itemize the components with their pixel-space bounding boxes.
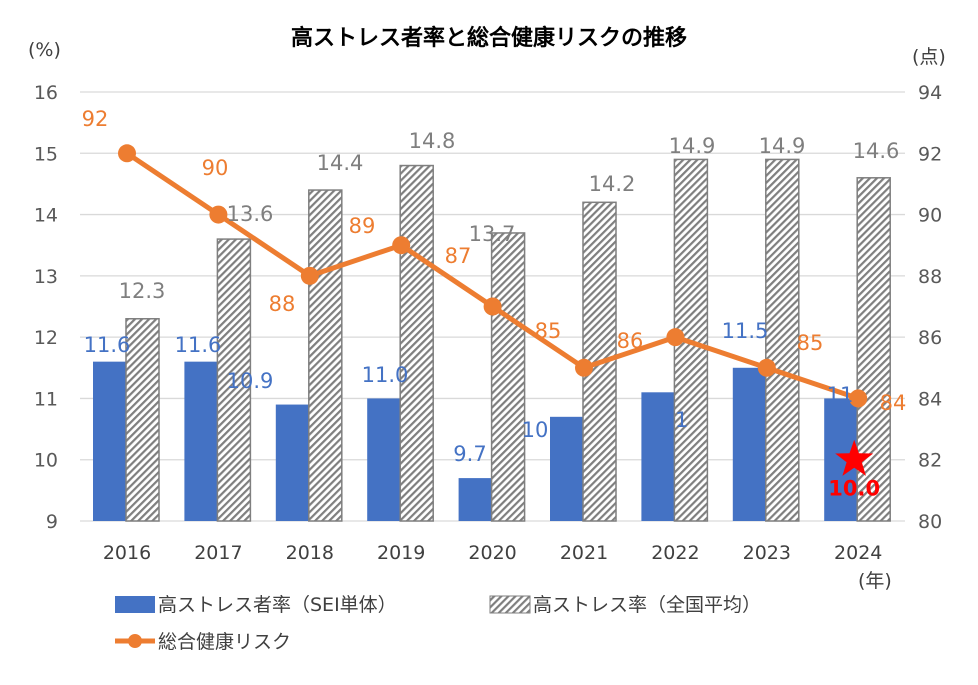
legend-marker-line — [128, 634, 142, 648]
legend-label-health-risk: 総合健康リスク — [158, 631, 291, 653]
data-label-sei: 11.1 — [642, 408, 689, 432]
x-tick-label: 2023 — [743, 542, 791, 564]
left-axis-unit: (%) — [28, 39, 61, 61]
line-point — [483, 297, 502, 316]
left-tick-label: 14 — [34, 205, 58, 227]
bar-sei — [275, 404, 309, 521]
data-label-sei: 11.6 — [175, 333, 222, 357]
left-tick-label: 10 — [34, 450, 58, 472]
line-point — [575, 358, 593, 377]
data-label-health-risk: 86 — [617, 329, 644, 353]
right-tick-label: 88 — [918, 266, 942, 288]
legend-swatch-sei — [115, 596, 155, 613]
line-point — [209, 205, 228, 224]
right-tick-label: 90 — [918, 205, 942, 227]
data-label-health-risk: 92 — [82, 107, 109, 131]
bar-sei — [641, 392, 675, 521]
line-point — [757, 358, 776, 377]
bar-sei — [732, 367, 766, 521]
bar-national — [216, 238, 252, 522]
x-tick-label: 2020 — [468, 542, 516, 564]
data-label-national: 14.6 — [853, 139, 900, 163]
data-label-sei: 10.7 — [522, 418, 569, 442]
bar-sei — [93, 361, 126, 521]
left-tick-label: 15 — [34, 143, 58, 165]
data-label-national: 14.2 — [589, 172, 636, 196]
data-label-health-risk: 90 — [202, 156, 229, 180]
bar-national — [765, 158, 800, 522]
bar-sei — [184, 361, 218, 521]
line-point — [300, 266, 319, 285]
bar-national — [125, 318, 160, 522]
x-tick-label: 2019 — [377, 542, 425, 564]
data-label-national: 14.9 — [669, 134, 716, 158]
chart-title: 高ストレス者率と総合健康リスクの推移 — [291, 25, 687, 51]
data-label-national: 13.7 — [469, 222, 516, 246]
left-tick-label: 11 — [34, 388, 58, 410]
data-label-national: 14.8 — [409, 129, 456, 153]
bar-sei — [458, 478, 492, 521]
right-tick-label: 80 — [918, 511, 942, 533]
data-label-health-risk: 88 — [269, 292, 296, 316]
bar-national — [399, 164, 434, 522]
right-axis-unit: (点) — [912, 46, 946, 68]
data-label-health-risk: 87 — [445, 244, 472, 268]
data-label-health-risk: 84 — [880, 391, 907, 415]
legend: 高ストレス者率（SEI単体） 高ストレス率（全国平均） 総合健康リスク — [115, 594, 761, 653]
data-label-national: 14.4 — [317, 151, 364, 175]
data-label-health-risk: 85 — [797, 331, 824, 355]
line-point — [666, 328, 685, 347]
left-tick-label: 16 — [34, 82, 58, 104]
x-tick-label: 2016 — [103, 542, 151, 564]
data-label-sei: 11.5 — [722, 319, 769, 343]
line-point — [392, 236, 411, 255]
data-label-sei: 11.0 — [362, 363, 409, 387]
x-tick-label: 2022 — [651, 542, 699, 564]
data-label-sei: 10.9 — [227, 369, 274, 393]
bar-national — [490, 232, 526, 522]
left-tick-label: 12 — [34, 327, 58, 349]
line-point — [849, 389, 868, 408]
x-tick-label: 2017 — [194, 542, 242, 564]
bar-sei — [550, 416, 583, 521]
legend-label-sei: 高ストレス者率（SEI単体） — [158, 594, 397, 616]
legend-swatch-national — [489, 595, 531, 614]
star-icon — [835, 439, 874, 476]
legend-label-national: 高ストレス率（全国平均） — [533, 594, 761, 616]
data-label-national: 13.6 — [227, 202, 274, 226]
right-tick-label: 92 — [918, 143, 942, 165]
right-tick-label: 82 — [918, 450, 942, 472]
x-tick-label: 2024 — [834, 542, 882, 564]
right-tick-label: 94 — [918, 82, 942, 104]
x-tick-label: 2021 — [560, 542, 608, 564]
right-tick-label: 84 — [918, 388, 942, 410]
x-axis-unit: (年) — [858, 570, 892, 592]
data-label-sei: 11.6 — [84, 333, 131, 357]
data-label-national: 12.3 — [119, 279, 166, 303]
left-tick-label: 13 — [34, 266, 58, 288]
data-label-national: 14.9 — [759, 134, 806, 158]
line-point — [118, 144, 136, 163]
left-tick-label: 9 — [46, 511, 58, 533]
x-tick-label: 2018 — [286, 542, 334, 564]
data-label-health-risk: 85 — [535, 319, 562, 343]
data-label-sei: 11 — [827, 383, 854, 407]
bar-national — [308, 189, 343, 522]
data-label-sei: 9.7 — [453, 442, 486, 466]
annotation-label: 10.0 — [828, 477, 880, 501]
bar-sei — [367, 398, 401, 521]
data-label-health-risk: 89 — [349, 214, 376, 238]
bar-national — [856, 177, 891, 522]
right-tick-label: 86 — [918, 327, 942, 349]
